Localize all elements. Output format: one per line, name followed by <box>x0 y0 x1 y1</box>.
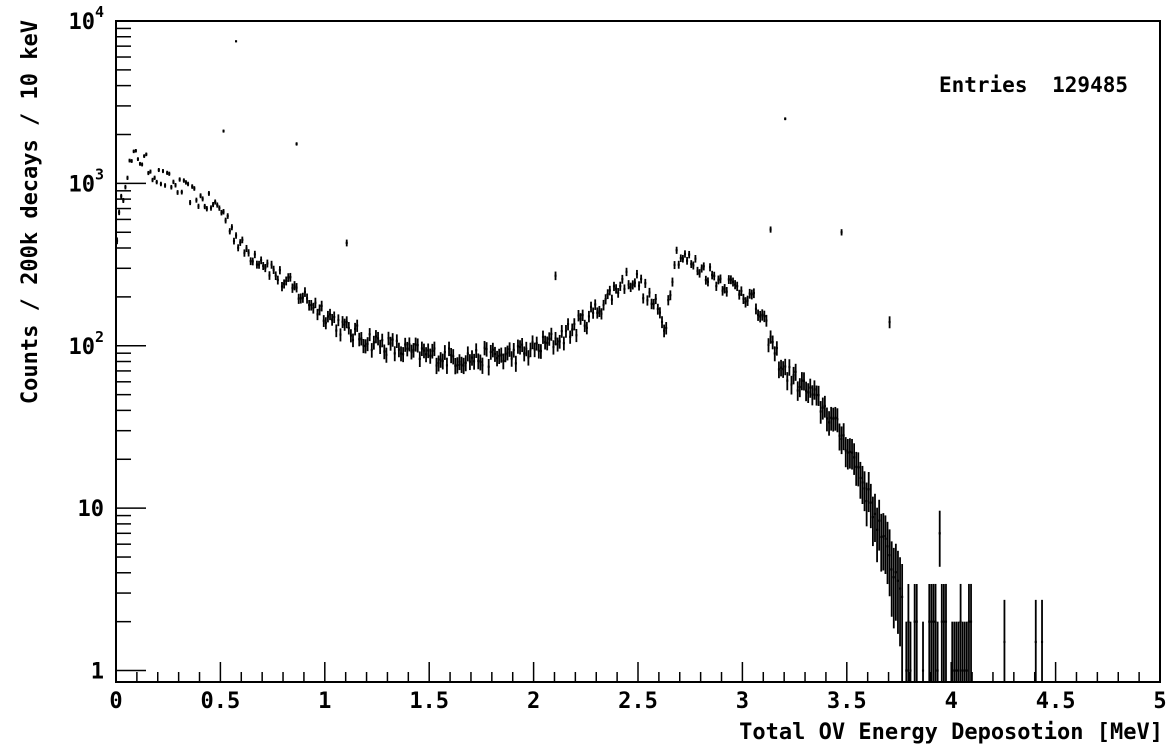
y-tick-label: 102 <box>68 328 104 360</box>
outlier-points <box>222 40 1043 682</box>
y-tick-label-base: 10 <box>68 172 95 197</box>
x-tick-label: 0.5 <box>201 689 241 714</box>
y-tick-label: 10 <box>78 497 105 522</box>
y-tick-label: 104 <box>68 3 104 35</box>
y-tick-label-exponent: 4 <box>95 3 104 21</box>
entries-value: 129485 <box>1052 73 1128 97</box>
histogram-bins <box>116 149 972 682</box>
y-tick-label-base: 10 <box>68 10 95 35</box>
y-tick-label: 103 <box>68 165 104 197</box>
y-tick-label-base: 1 <box>91 660 104 685</box>
x-tick-label: 2.5 <box>618 689 658 714</box>
x-tick-label: 1 <box>318 689 331 714</box>
x-axis-title: Total OV Energy Deposotion [MeV] <box>739 720 1163 745</box>
x-tick-label: 3 <box>736 689 749 714</box>
y-tick-label-base: 10 <box>78 497 105 522</box>
y-tick-label-exponent: 3 <box>95 165 104 183</box>
x-tick-label: 3.5 <box>827 689 867 714</box>
entries-stat: Entries 129485 <box>939 73 1128 97</box>
y-axis-ticks <box>116 21 146 682</box>
x-tick-label: 5 <box>1153 689 1166 714</box>
plot-frame <box>116 21 1160 682</box>
x-axis-ticks <box>116 662 1160 682</box>
x-tick-label: 2 <box>527 689 540 714</box>
entries-label: Entries <box>939 73 1028 97</box>
y-axis-title: Counts / 200k decays / 10 keV <box>18 20 43 404</box>
x-axis-tick-labels: 0 0.5 1 1.5 2 2.5 3 3.5 4 4.5 5 <box>109 689 1166 714</box>
x-tick-label: 1.5 <box>409 689 449 714</box>
x-tick-label: 0 <box>109 689 122 714</box>
y-tick-label: 1 <box>91 660 104 685</box>
y-tick-label-exponent: 2 <box>95 328 104 346</box>
x-tick-label: 4.5 <box>1036 689 1076 714</box>
x-tick-label: 4 <box>945 689 958 714</box>
y-tick-label-base: 10 <box>68 335 95 360</box>
